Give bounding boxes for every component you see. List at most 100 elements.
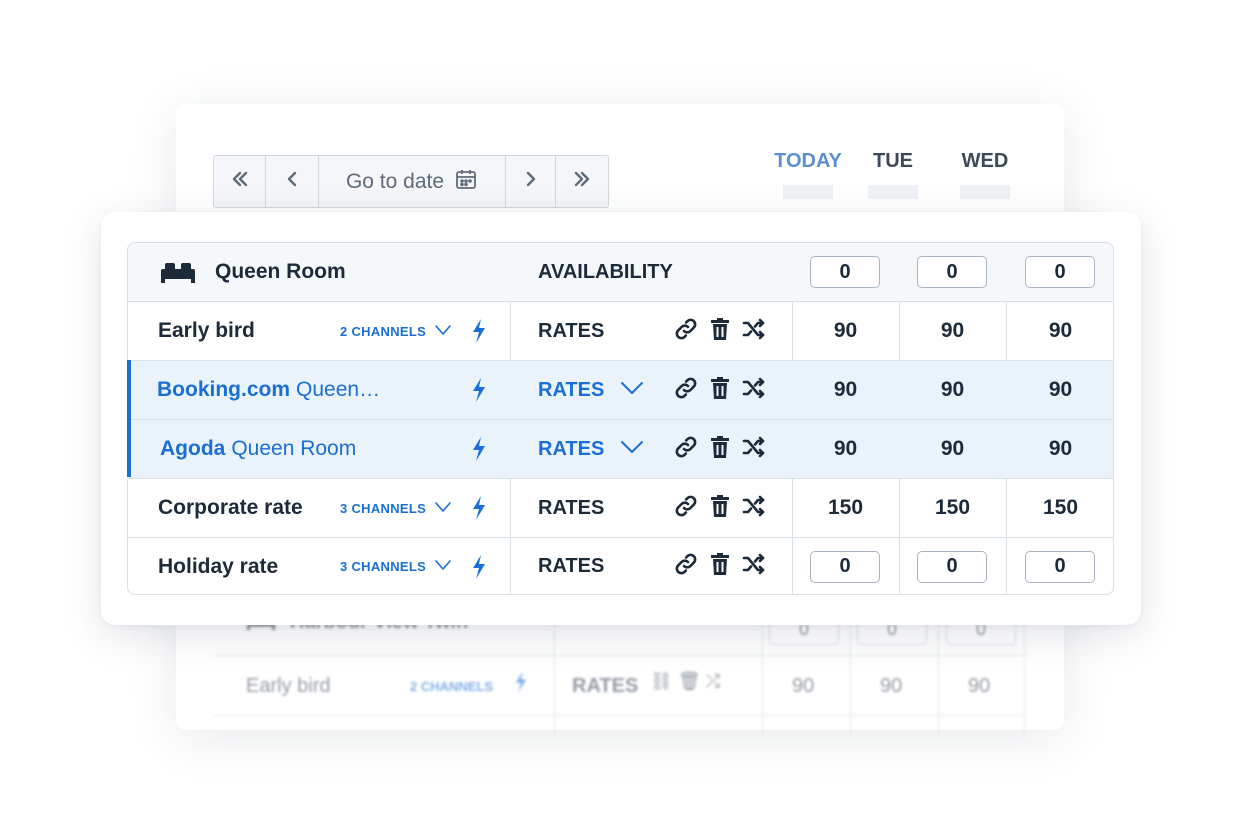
channels-label: 3 CHANNELS	[340, 559, 427, 574]
rate-value[interactable]: 90	[940, 319, 965, 342]
channels-toggle[interactable]: 3 CHANNELS	[340, 479, 452, 537]
channels-toggle[interactable]: 2 CHANNELS	[340, 302, 452, 360]
availability-input[interactable]: 0	[1025, 256, 1095, 288]
rate-name: Early bird	[246, 675, 331, 697]
link-icon[interactable]	[674, 317, 698, 346]
date-placeholder	[960, 185, 1010, 199]
day-label: TODAY	[774, 150, 842, 172]
selected-rows-accent	[127, 360, 131, 477]
lightning-icon[interactable]	[471, 479, 487, 537]
bed-icon	[160, 243, 196, 301]
rate-name: Holiday rate	[158, 554, 279, 578]
rates-dropdown[interactable]: RATES	[538, 361, 644, 419]
trash-icon[interactable]	[708, 552, 732, 581]
rate-name: Corporate rate	[158, 496, 303, 519]
channels-toggle[interactable]: 3 CHANNELS	[340, 538, 452, 594]
channels-toggle[interactable]: 2 CHANNELS	[410, 679, 494, 694]
channel-room-name: Queen…	[296, 378, 381, 401]
last-page-button[interactable]	[556, 156, 607, 207]
rate-value[interactable]: 150	[934, 496, 971, 519]
room-header-row: Queen Room AVAILABILITY 0 0 0	[128, 243, 1113, 301]
rate-input[interactable]: 0	[917, 550, 987, 583]
shuffle-icon[interactable]	[742, 552, 766, 581]
next-button[interactable]	[506, 156, 556, 207]
channel-name: Booking.com	[157, 378, 291, 401]
channel-room-name: Queen Room	[231, 437, 357, 460]
trash-icon[interactable]	[708, 494, 732, 523]
availability-input[interactable]: 0	[917, 256, 987, 288]
chevron-down-icon	[434, 324, 452, 339]
go-to-date-label: Go to date	[345, 169, 445, 193]
rate-input[interactable]: 0	[810, 550, 880, 583]
lightning-icon[interactable]	[471, 420, 487, 478]
day-header-wed: WED	[958, 150, 1012, 199]
rate-row-holiday: Holiday rate 3 CHANNELS RATES 0 0 0	[128, 537, 1113, 594]
lightning-icon[interactable]	[471, 302, 487, 360]
rates-label: RATES	[538, 319, 605, 342]
go-to-date-button[interactable]: Go to date	[319, 156, 506, 207]
day-header-tue: TUE	[868, 150, 918, 199]
rate-row-corporate: Corporate rate 3 CHANNELS RATES 150 150 …	[128, 478, 1113, 537]
trash-icon[interactable]	[708, 317, 732, 346]
shuffle-icon[interactable]	[742, 376, 766, 405]
link-icon[interactable]	[674, 376, 698, 405]
double-chevron-right-icon	[572, 169, 592, 194]
channels-label: 3 CHANNELS	[340, 500, 427, 516]
rate-value[interactable]: 90	[833, 437, 858, 460]
chevron-down-icon	[434, 501, 452, 516]
rate-actions	[674, 361, 766, 419]
link-icon[interactable]	[674, 435, 698, 464]
rate-value[interactable]: 90	[940, 378, 965, 401]
day-label: TUE	[873, 150, 913, 172]
availability-label: AVAILABILITY	[538, 260, 673, 283]
channels-label: 2 CHANNELS	[340, 323, 427, 339]
rate-actions	[674, 538, 766, 594]
rate-actions	[674, 302, 766, 360]
shuffle-icon[interactable]	[742, 317, 766, 346]
rate-actions	[674, 420, 766, 478]
rates-dropdown[interactable]: RATES	[538, 420, 644, 478]
rate-value[interactable]: 90	[792, 675, 815, 697]
rate-value[interactable]: 150	[827, 496, 864, 519]
lightning-icon[interactable]	[514, 671, 528, 699]
availability-input[interactable]: 0	[810, 256, 880, 288]
rate-value[interactable]: 90	[968, 675, 991, 697]
lightning-icon[interactable]	[471, 538, 487, 594]
date-placeholder	[783, 185, 833, 199]
rate-value[interactable]: 90	[1048, 378, 1073, 401]
chevron-right-icon	[521, 169, 541, 194]
link-icon[interactable]	[674, 552, 698, 581]
rate-value[interactable]: 90	[1048, 319, 1073, 342]
link-icon[interactable]	[674, 494, 698, 523]
rate-value[interactable]: 90	[940, 437, 965, 460]
rate-value[interactable]: 90	[833, 319, 858, 342]
prev-button[interactable]	[266, 156, 319, 207]
rate-input[interactable]: 0	[1025, 550, 1095, 583]
chevron-down-icon	[620, 440, 644, 459]
rates-label: RATES	[572, 675, 639, 697]
rate-name: Early bird	[158, 319, 255, 342]
rate-value[interactable]: 90	[833, 378, 858, 401]
channel-row-agoda: Agoda Queen Room RATES 90 90 90	[128, 419, 1113, 478]
shuffle-icon[interactable]	[742, 494, 766, 523]
calendar-icon	[454, 167, 478, 197]
shuffle-icon[interactable]	[742, 435, 766, 464]
rate-value[interactable]: 90	[1048, 437, 1073, 460]
availability-cell: 0	[917, 243, 987, 301]
rate-input-cell: 0	[917, 538, 987, 594]
actions-group: ⛓ 🗑 ⤮	[650, 671, 721, 691]
availability-cell: 0	[810, 243, 880, 301]
date-navigation: Go to date	[213, 155, 609, 208]
lightning-icon[interactable]	[471, 361, 487, 419]
rate-input-cell: 0	[810, 538, 880, 594]
trash-icon[interactable]	[708, 435, 732, 464]
rates-label: RATES	[538, 378, 605, 401]
rate-value[interactable]: 150	[1042, 496, 1079, 519]
channel-name: Agoda	[160, 437, 226, 460]
rate-value[interactable]: 90	[880, 675, 903, 697]
room-rates-table: Queen Room AVAILABILITY 0 0 0 Early bird…	[127, 242, 1114, 595]
room-name: Queen Room	[215, 260, 346, 283]
day-header-today: TODAY	[772, 150, 844, 199]
first-page-button[interactable]	[214, 156, 266, 207]
trash-icon[interactable]	[708, 376, 732, 405]
